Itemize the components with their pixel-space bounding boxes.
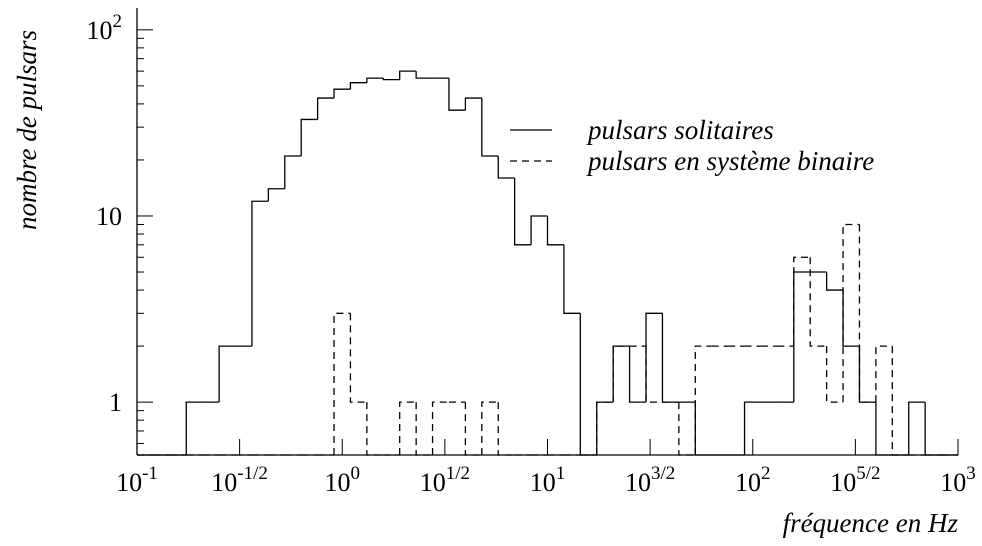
legend-label: pulsars en système binaire [586, 146, 874, 176]
histogram-bin [267, 188, 285, 202]
x-tick-label: 105/2 [830, 463, 880, 497]
histogram-bin [842, 223, 860, 403]
histogram-bin [218, 345, 236, 403]
histogram-bin [579, 313, 597, 456]
histogram-bin [661, 313, 679, 403]
y-tick-label: 1 [109, 388, 122, 417]
histogram-bin [825, 346, 844, 403]
histogram-bin [464, 402, 482, 456]
histogram-bin [924, 402, 942, 456]
x-tick-label: 100 [325, 463, 361, 497]
histogram-bin [793, 271, 811, 403]
histogram-bin [497, 402, 515, 456]
histogram-bin [825, 272, 844, 291]
histogram-bin [497, 156, 515, 179]
histogram-bin [284, 155, 302, 189]
histogram-bin [366, 77, 384, 83]
histogram-bin [645, 346, 663, 403]
histogram-bin [678, 402, 696, 456]
x-tick-label: 102 [735, 463, 771, 497]
histogram-bin [464, 97, 482, 111]
histogram-bin [743, 401, 761, 455]
histogram-bin [366, 402, 384, 456]
histogram-bin [842, 290, 860, 347]
histogram-bin [645, 312, 663, 403]
x-tick-label: 103/2 [625, 463, 675, 497]
x-tick-label: 101/2 [420, 463, 470, 497]
histogram-bin [481, 401, 499, 455]
histogram-bin [316, 97, 335, 120]
y-axis-label: nombre de pulsars [12, 30, 42, 230]
histogram-bin [349, 82, 367, 90]
histogram-bin [382, 78, 400, 81]
histogram-bin [596, 401, 614, 455]
x-tick-label: 10-1/2 [211, 463, 268, 497]
histogram-bin [858, 346, 876, 403]
x-tick-label: 10-1 [116, 463, 158, 497]
histogram-bin [793, 256, 811, 347]
histogram-bin [628, 346, 647, 403]
histogram-bin [596, 401, 614, 455]
histogram-bin [809, 257, 827, 347]
legend-label: pulsars solitaires [586, 115, 774, 145]
histogram-bin [694, 402, 712, 456]
histogram-bin [858, 224, 876, 403]
histogram-bin [612, 345, 630, 403]
histogram-bin [415, 71, 433, 79]
histogram-bin [891, 346, 909, 456]
x-tick-label: 103 [940, 463, 976, 497]
histogram-bin [908, 401, 926, 455]
histogram-bin [185, 401, 203, 455]
x-axis-label: fréquence en Hz [783, 508, 959, 538]
histogram-bin [349, 313, 367, 403]
x-tick-label: 101 [530, 463, 566, 497]
histogram-bin [448, 78, 466, 111]
histogram-bin [481, 98, 499, 157]
histogram-bin [875, 345, 893, 403]
histogram-bin [612, 345, 630, 403]
histogram-bin [875, 402, 893, 456]
histogram-bin [546, 215, 564, 246]
histogram-bin [514, 177, 532, 246]
histogram-bin [431, 401, 449, 455]
histogram-bin [415, 402, 433, 456]
histogram-bin [694, 345, 712, 455]
histogram-bin [333, 312, 351, 455]
histogram-bin [530, 215, 548, 245]
histogram-bin [399, 401, 417, 455]
y-tick-label: 102 [87, 11, 123, 45]
histogram-bin [563, 244, 581, 314]
histogram-bin [300, 118, 318, 156]
histogram-bin [251, 200, 269, 347]
histogram-bin [399, 70, 417, 80]
y-tick-label: 10 [96, 202, 122, 231]
histogram-bin [333, 88, 351, 99]
